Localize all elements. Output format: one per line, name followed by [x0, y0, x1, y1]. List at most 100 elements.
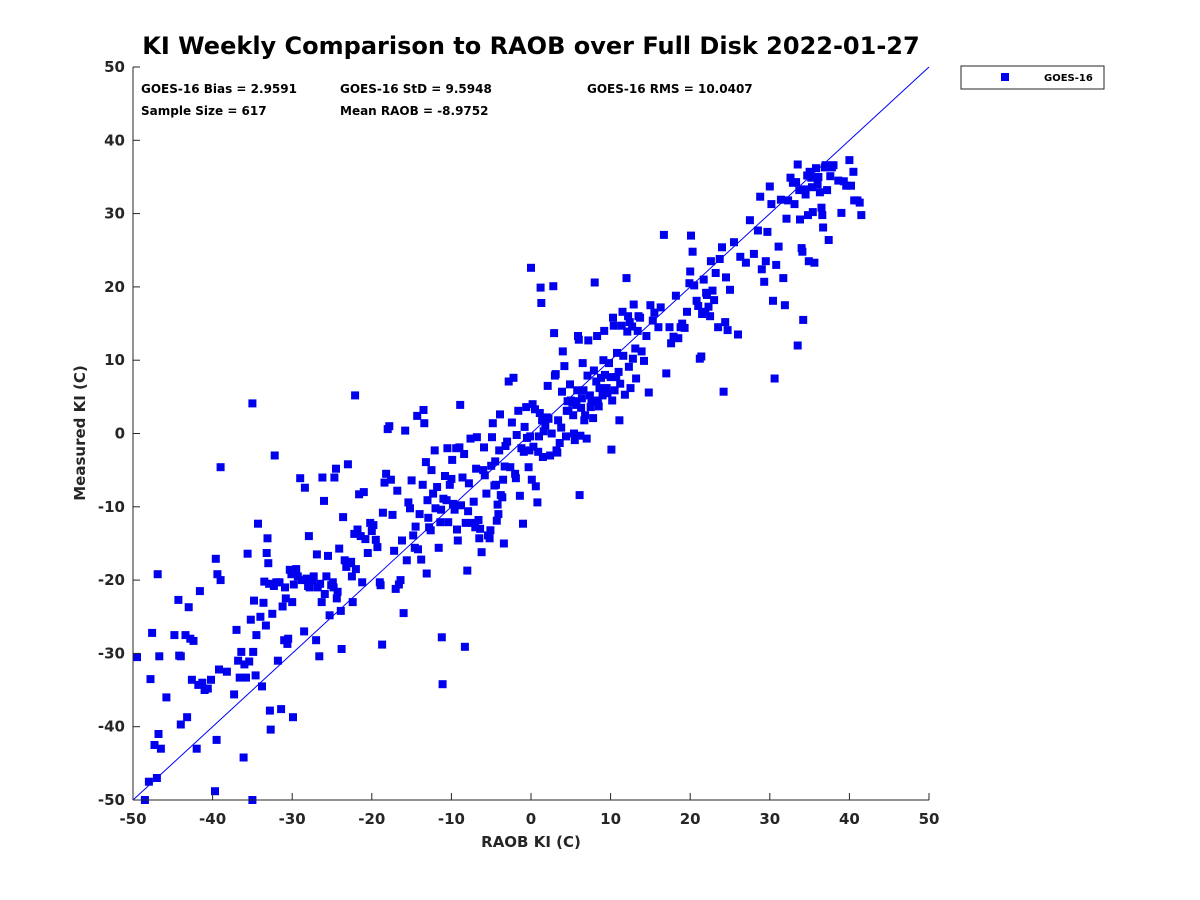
data-point — [332, 594, 341, 603]
data-point — [463, 566, 472, 575]
bias-stat: GOES-16 Bias = 2.9591 — [141, 82, 297, 96]
data-point — [320, 590, 329, 598]
data-point — [343, 460, 352, 469]
data-point — [636, 313, 645, 322]
data-point — [417, 555, 426, 564]
data-point — [629, 300, 638, 309]
data-point — [569, 411, 578, 420]
y-tick-label: -20 — [98, 571, 125, 589]
data-point — [162, 693, 171, 702]
data-point — [609, 321, 618, 330]
data-point — [808, 208, 817, 217]
data-point — [456, 400, 465, 409]
data-point — [512, 431, 521, 439]
data-point — [722, 273, 730, 282]
data-point — [493, 500, 502, 509]
data-point — [278, 602, 287, 611]
data-point — [348, 598, 357, 607]
data-point — [763, 227, 772, 236]
data-point — [240, 660, 249, 669]
data-point — [449, 499, 457, 508]
data-point — [409, 531, 418, 540]
data-point — [612, 373, 621, 382]
data-point — [176, 720, 185, 729]
data-point — [264, 559, 273, 568]
data-point — [721, 318, 730, 327]
data-point — [211, 554, 220, 563]
data-point — [448, 455, 457, 464]
data-point — [574, 335, 583, 344]
data-point — [203, 684, 212, 693]
data-point — [671, 291, 680, 300]
data-point — [688, 247, 697, 256]
data-point — [524, 463, 533, 472]
data-point — [215, 665, 223, 674]
data-point — [702, 291, 711, 299]
data-point — [593, 396, 602, 405]
data-point — [683, 307, 691, 316]
y-tick-label: -30 — [98, 644, 125, 662]
y-axis-label: Measured KI (C) — [71, 365, 89, 501]
data-point — [583, 371, 592, 380]
data-point — [798, 247, 807, 256]
data-point — [573, 386, 582, 395]
data-point — [275, 578, 284, 587]
data-point — [475, 534, 484, 543]
data-point — [503, 437, 512, 446]
x-tick-label: -20 — [358, 810, 385, 828]
data-point — [813, 180, 822, 189]
data-point — [455, 443, 464, 452]
data-point — [443, 444, 452, 453]
data-point — [312, 550, 321, 559]
data-point — [418, 480, 427, 489]
data-point — [394, 580, 403, 589]
data-point — [633, 326, 642, 335]
data-point — [774, 242, 783, 251]
data-point — [607, 445, 616, 454]
data-point — [815, 188, 824, 197]
data-point — [624, 312, 633, 321]
data-point — [170, 631, 179, 640]
data-point — [535, 432, 543, 441]
data-point — [234, 656, 243, 665]
data-point — [488, 419, 497, 428]
x-tick-label: 10 — [600, 810, 621, 828]
data-point — [461, 518, 470, 527]
data-point — [486, 526, 495, 535]
data-point — [527, 475, 536, 484]
data-point — [506, 463, 515, 472]
data-point — [558, 387, 566, 396]
data-point — [453, 536, 462, 545]
data-point — [325, 611, 334, 620]
legend-box — [960, 65, 1105, 90]
data-point — [239, 753, 248, 762]
data-point — [260, 577, 269, 586]
legend: GOES-16 — [960, 65, 1105, 90]
data-point — [150, 741, 159, 749]
data-point — [413, 411, 422, 420]
data-point — [669, 332, 678, 341]
data-point — [284, 634, 293, 643]
y-tick-label: 30 — [104, 205, 125, 223]
data-point — [515, 491, 524, 500]
data-point — [595, 384, 604, 393]
data-point — [849, 167, 858, 176]
data-point — [734, 330, 742, 339]
data-point — [496, 410, 504, 419]
data-point — [592, 377, 601, 386]
data-point — [667, 339, 676, 348]
data-point — [839, 177, 848, 186]
data-point — [336, 606, 345, 615]
data-point — [406, 504, 414, 513]
data-point — [320, 496, 328, 505]
data-point — [466, 434, 475, 443]
data-point — [322, 572, 331, 581]
data-point — [511, 469, 520, 478]
data-point — [471, 523, 480, 532]
data-points — [133, 156, 866, 804]
data-point — [632, 374, 641, 383]
data-point — [585, 391, 594, 400]
data-point — [156, 744, 165, 753]
data-point — [680, 323, 689, 332]
data-point — [437, 633, 446, 642]
